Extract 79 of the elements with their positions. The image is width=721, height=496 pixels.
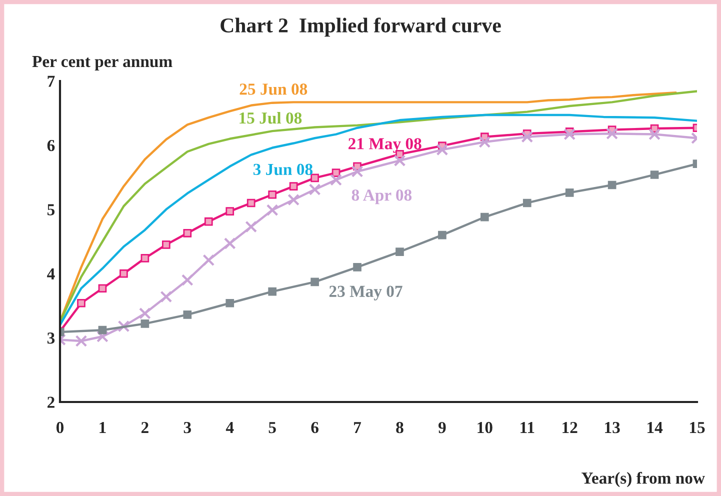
point [289,182,298,190]
point [98,326,107,334]
x-tick-label: 5 [268,422,276,434]
point [246,198,256,208]
point [436,144,448,156]
x-tick-label: 6 [311,422,318,434]
point [438,230,446,240]
point [565,188,574,197]
point [268,287,276,296]
x-tick-label: 3 [184,422,191,434]
chart-title: Chart 2 Implied forward curve [220,18,501,37]
series-label: 8 Apr 08 [352,189,412,204]
point [118,320,130,332]
point [330,174,342,186]
point [308,184,321,196]
point [522,198,532,208]
point [98,284,107,293]
series-label: 23 May 07 [329,286,402,300]
x-tick-label: 9 [438,422,446,434]
point [650,170,659,179]
point [351,166,364,178]
point [75,335,88,347]
point [162,240,170,249]
x-tick-label: 4 [226,422,234,434]
point [310,278,319,286]
y-tick-label: 5 [47,204,55,216]
y-tick-label: 6 [47,140,55,152]
point [96,330,108,342]
point [288,194,300,206]
series-label: 25 Jun 08 [240,84,308,95]
x-tick-label: 10 [478,422,492,434]
point [310,174,319,182]
x-tick-label: 8 [396,422,404,434]
x-tick-label: 11 [520,422,534,434]
y-tick-label: 3 [47,332,55,344]
point [204,217,213,226]
point [183,228,192,238]
x-tick-label: 14 [648,422,663,434]
point [140,320,150,328]
point [224,237,236,250]
x-tick-label: 0 [56,422,64,434]
x-tick-label: 12 [562,422,578,434]
point [564,128,576,140]
point [181,274,194,286]
point [332,168,340,177]
x-tick-label: 1 [100,422,106,434]
point [353,263,362,272]
series-label: 3 Jun 08 [253,164,312,176]
point [245,220,258,233]
point [120,269,128,278]
y-tick-label: 4 [47,268,55,280]
point [138,307,151,320]
point [226,207,234,216]
point [521,130,534,143]
point [608,180,616,190]
x-axis-title: Year(s) from now [582,472,705,488]
point [268,190,276,199]
y-axis-title: Per cent per annum [32,56,172,71]
x-tick-label: 2 [141,422,148,434]
point [226,298,234,308]
point [478,136,491,148]
x-tick-label: 13 [605,422,620,434]
y-tick-label: 7 [48,76,55,87]
x-tick-label: 7 [354,422,362,434]
point [140,254,150,262]
y-tick-label: 2 [48,396,54,408]
point [606,128,618,140]
point [396,248,404,256]
point [480,212,489,222]
point [183,310,192,319]
point [266,204,278,216]
series-label: 15 Jul 08 [240,112,302,124]
point [160,290,172,303]
point [394,154,406,167]
series-label: 21 May 08 [348,138,422,153]
point [648,128,661,140]
point [202,254,215,266]
point [77,298,86,308]
x-tick-label: 15 [690,422,705,434]
